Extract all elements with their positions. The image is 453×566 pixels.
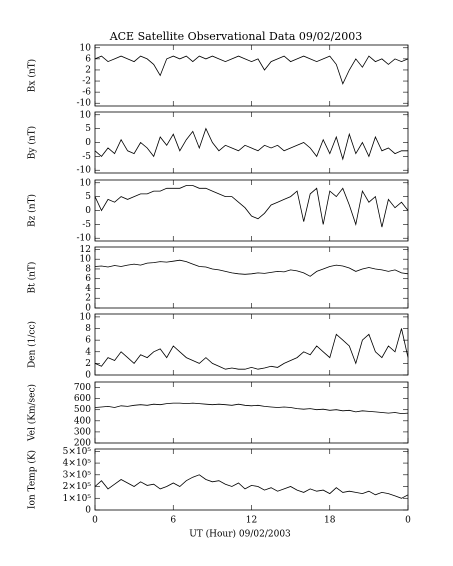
y-tick-label: 5 — [85, 124, 91, 134]
x-axis-label: UT (Hour) 09/02/2003 — [189, 529, 291, 540]
y-axis-label: Den (1/cc) — [27, 321, 38, 368]
y-tick-label: -10 — [77, 166, 92, 176]
y-tick-label: 600 — [74, 394, 91, 404]
y-tick-label: 10 — [80, 43, 92, 53]
y-tick-label: 300 — [74, 427, 91, 437]
y-tick-label: 1×10⁵ — [63, 494, 92, 504]
y-tick-label: 200 — [74, 439, 91, 449]
data-line — [94, 259, 409, 277]
y-tick-label: 6 — [85, 336, 91, 346]
y-tick-label: 8 — [85, 264, 91, 274]
chart-title: ACE Satellite Observational Data 09/02/2… — [109, 30, 363, 43]
y-tick-label: 4 — [85, 347, 91, 357]
y-tick-label: 2 — [85, 294, 91, 304]
data-line — [94, 55, 409, 85]
y-tick-label: 0 — [85, 138, 91, 148]
y-axis-label: Ion Temp (K) — [27, 450, 38, 509]
y-tick-label: 400 — [74, 416, 91, 426]
x-tick-label: 18 — [324, 516, 336, 526]
y-tick-label: 5 — [85, 192, 91, 202]
y-tick-label: 10 — [80, 255, 92, 265]
y-tick-label: 0 — [85, 304, 91, 314]
y-tick-label: -5 — [82, 220, 91, 230]
y-axis-label: Vel (Km/sec) — [27, 384, 38, 442]
y-tick-label: 10 — [80, 178, 92, 188]
y-axis-label: Bx (nT) — [27, 59, 38, 92]
x-tick-label: 12 — [246, 516, 257, 526]
y-tick-label: 6 — [85, 54, 91, 64]
y-axis-label: Bz (nT) — [27, 194, 38, 227]
y-tick-label: -10 — [77, 99, 92, 109]
y-axis-label: By (nT) — [27, 126, 38, 159]
data-line — [94, 328, 409, 370]
y-tick-label: -6 — [82, 88, 91, 98]
y-tick-label: 2×10⁵ — [63, 482, 92, 492]
y-tick-label: 0 — [85, 206, 91, 216]
y-tick-label: 3×10⁵ — [63, 470, 92, 480]
y-tick-label: 4×10⁵ — [63, 459, 92, 469]
y-tick-label: 4 — [85, 284, 91, 294]
y-tick-label: 2 — [85, 359, 91, 369]
y-tick-label: -2 — [82, 77, 91, 87]
data-line — [94, 185, 409, 228]
data-line — [94, 402, 409, 415]
y-tick-label: 2 — [85, 65, 91, 75]
y-tick-label: 12 — [80, 245, 91, 255]
data-line — [94, 474, 409, 499]
y-tick-label: 0 — [85, 506, 91, 516]
y-tick-label: 10 — [80, 312, 92, 322]
y-tick-label: 500 — [74, 405, 91, 415]
x-tick-label: 0 — [405, 516, 411, 526]
y-tick-label: 6 — [85, 274, 91, 284]
y-axis-label: Bt (nT) — [27, 262, 38, 294]
y-tick-label: 700 — [74, 383, 91, 393]
y-tick-label: 8 — [85, 324, 91, 334]
y-tick-label: -5 — [82, 152, 91, 162]
y-tick-label: -10 — [77, 234, 92, 244]
x-tick-label: 0 — [92, 516, 98, 526]
y-tick-label: 0 — [85, 371, 91, 381]
data-line — [94, 127, 408, 161]
y-tick-label: 10 — [80, 110, 92, 120]
y-tick-label: 5×10⁵ — [63, 447, 92, 457]
x-tick-label: 6 — [170, 516, 176, 526]
